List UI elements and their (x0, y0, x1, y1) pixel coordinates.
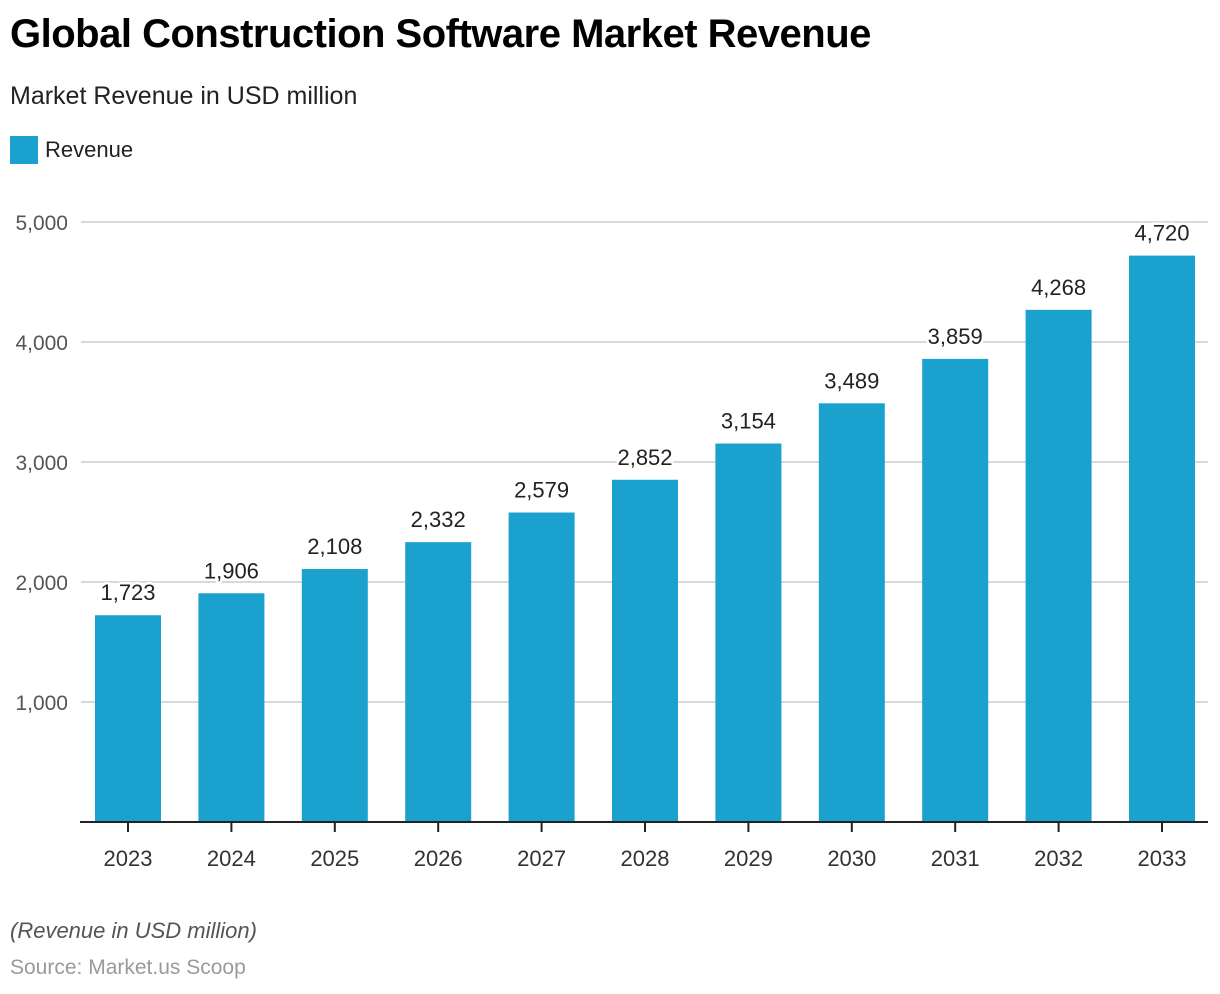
x-tick-label: 2033 (1138, 846, 1187, 871)
data-label: 4,720 (1134, 221, 1189, 246)
bar-2027 (508, 512, 575, 822)
y-tick-label: 4,000 (15, 332, 68, 355)
legend-swatch-revenue (10, 136, 38, 164)
bar-2031 (922, 358, 989, 822)
y-tick-label: 1,000 (15, 692, 68, 715)
y-tick-label: 3,000 (15, 452, 68, 475)
x-tick-label: 2029 (724, 846, 773, 871)
data-label: 3,154 (721, 409, 776, 434)
bar-2033 (1129, 255, 1195, 823)
bar-2025 (301, 569, 368, 822)
data-label: 1,723 (100, 580, 155, 605)
legend: Revenue (10, 136, 133, 164)
x-tick-label: 2031 (931, 846, 980, 871)
bar-2032 (1025, 309, 1092, 823)
y-tick-label: 2,000 (15, 572, 68, 595)
chart-title: Global Construction Software Market Reve… (10, 12, 871, 56)
data-label: 3,489 (824, 368, 879, 393)
data-label: 3,859 (928, 324, 983, 349)
x-tick-label: 2025 (310, 846, 359, 871)
x-tick-label: 2027 (517, 846, 566, 871)
x-tick-label: 2030 (827, 846, 876, 871)
y-tick-label: 5,000 (15, 212, 68, 235)
data-label: 2,108 (307, 534, 362, 559)
x-tick-label: 2026 (414, 846, 463, 871)
x-tick-label: 2024 (207, 846, 256, 871)
y-axis-tick-labels: 1,000 2,000 3,000 4,000 5,000 (15, 212, 68, 715)
chart-subtitle: Market Revenue in USD million (10, 82, 358, 110)
x-tick-label: 2028 (621, 846, 670, 871)
bar-2026 (405, 542, 472, 822)
x-axis: 2023 2024 2025 2026 2027 2028 2029 2030 2031 2032… (80, 821, 1208, 871)
bar-2023 (95, 615, 161, 822)
data-label: 2,852 (617, 445, 672, 470)
x-tick-label: 2032 (1034, 846, 1083, 871)
data-label: 1,906 (204, 558, 259, 583)
bar-2024 (198, 593, 265, 822)
data-label: 2,332 (411, 507, 466, 532)
legend-label-revenue: Revenue (45, 137, 134, 162)
data-labels: 1,723 1,906 2,108 2,332 2,579 2,852 3,154 3,489… (98, 218, 1192, 608)
bars (95, 255, 1195, 823)
bar-2028 (612, 479, 678, 822)
bar-2029 (715, 443, 782, 822)
data-label: 2,579 (514, 478, 569, 503)
bar-2030 (818, 403, 885, 822)
x-tick-label: 2023 (104, 846, 153, 871)
data-label: 4,268 (1031, 275, 1086, 300)
source-credit: Source: Market.us Scoop (10, 956, 246, 979)
footnote: (Revenue in USD million) (10, 918, 257, 943)
